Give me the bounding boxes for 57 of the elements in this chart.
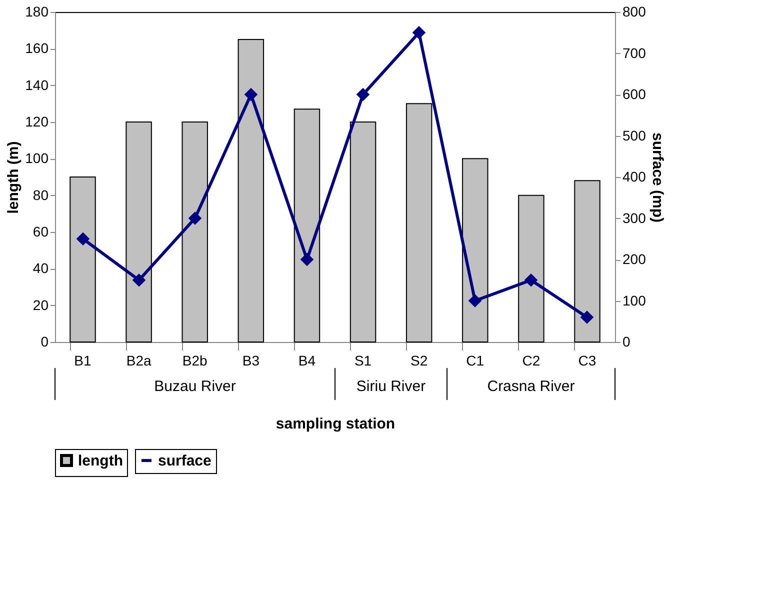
y2-tick-label: 400 — [622, 168, 646, 184]
point — [244, 88, 258, 101]
y-tick-label: 100 — [25, 150, 49, 166]
x-tick-label: B2b — [182, 352, 208, 368]
legend-label: surface — [158, 452, 212, 470]
bar — [462, 158, 488, 342]
bar — [70, 176, 96, 342]
y2-tick-label: 600 — [622, 86, 646, 102]
y2-tick-label: 800 — [622, 4, 646, 20]
x-tick-label: C2 — [522, 352, 540, 368]
bar — [574, 180, 600, 342]
y-tick-label: 160 — [25, 40, 49, 56]
x-tick-label: C1 — [466, 352, 484, 368]
text: Siriu River — [356, 378, 426, 395]
x-tick-label: S2 — [410, 352, 428, 368]
y-tick-label: 0 — [40, 334, 49, 350]
bar — [126, 122, 152, 342]
y2-tick-label: 0 — [622, 334, 630, 350]
point — [300, 253, 314, 266]
x-tick-label: B1 — [74, 352, 92, 368]
y2-tick-label: 300 — [622, 210, 646, 226]
y-tick-label: 40 — [32, 260, 49, 276]
y-tick-label: 20 — [32, 296, 49, 313]
bar — [406, 103, 432, 342]
y2-tick-label: 100 — [622, 292, 646, 308]
bar — [518, 194, 544, 342]
text: Buzau River — [154, 378, 236, 395]
bar — [238, 39, 264, 342]
x-tick-label: B2a — [126, 352, 152, 368]
y2-tick-label: 700 — [622, 44, 646, 61]
y-tick-label: 80 — [32, 186, 49, 203]
point — [76, 232, 90, 246]
text: Crasna River — [487, 378, 575, 395]
point — [412, 26, 426, 39]
point — [468, 294, 482, 307]
x-axis-title: sampling station — [276, 416, 396, 432]
bar — [294, 108, 320, 342]
bar — [350, 122, 376, 342]
point — [580, 311, 594, 324]
bar — [182, 122, 208, 342]
x-tick-label: B4 — [298, 352, 316, 368]
legend-label: length — [78, 452, 123, 470]
point — [132, 274, 146, 286]
x-tick-label: S1 — [354, 352, 372, 368]
point — [356, 88, 370, 101]
y2-tick-label: 200 — [622, 251, 646, 267]
point — [524, 274, 538, 286]
point — [188, 212, 202, 224]
y2-axis-title: surface (mp) — [648, 132, 666, 223]
y-tick-label: 120 — [25, 114, 49, 130]
x-tick-label: B3 — [242, 352, 260, 368]
y-tick-label: 60 — [32, 224, 49, 240]
y-tick-label: 180 — [25, 4, 49, 20]
x-tick-label: C3 — [578, 352, 596, 368]
y-axis-title: length (m) — [5, 141, 22, 214]
y2-tick-label: 500 — [622, 127, 646, 144]
y-tick-label: 140 — [25, 76, 49, 93]
